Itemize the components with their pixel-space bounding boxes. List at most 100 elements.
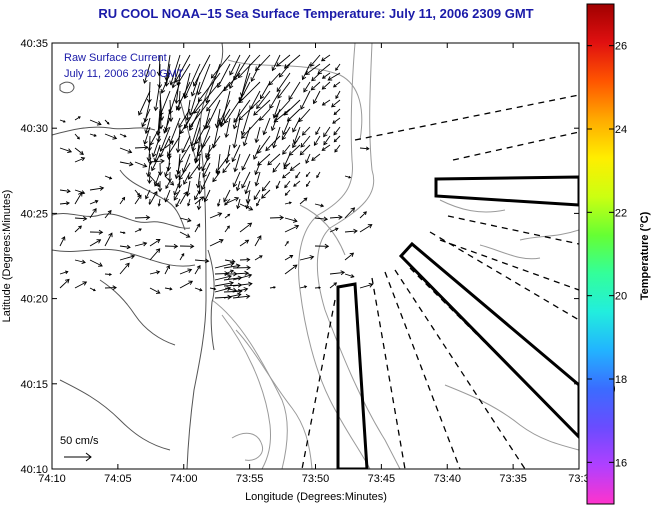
current-vector-head — [231, 157, 236, 163]
current-vector — [177, 126, 181, 153]
current-vector-head — [294, 224, 300, 230]
current-vector-head — [137, 192, 141, 197]
current-vector — [152, 135, 161, 157]
current-vector — [295, 171, 301, 179]
current-vector-head — [166, 155, 172, 160]
current-vector — [255, 126, 261, 143]
current-vector — [214, 262, 234, 269]
current-vector-head — [271, 66, 277, 72]
current-vector — [329, 271, 345, 275]
colorbar-label: Temperature (°C) — [639, 211, 651, 300]
current-vector — [194, 196, 204, 205]
current-vector-head — [157, 84, 163, 89]
current-vector — [260, 81, 271, 99]
current-vectors — [59, 54, 374, 300]
current-vector — [134, 161, 147, 167]
current-vector-head — [305, 174, 309, 178]
current-vector — [300, 90, 311, 110]
current-vector — [288, 144, 301, 156]
current-vector-head — [269, 104, 274, 109]
current-vector-head — [160, 88, 166, 94]
current-vector-head — [160, 158, 165, 164]
current-vector — [239, 72, 251, 102]
current-vector-head — [261, 186, 267, 192]
current-vector-head — [175, 203, 179, 208]
current-vector — [74, 133, 80, 140]
current-vector — [138, 90, 151, 116]
isobath-contour — [316, 43, 401, 469]
current-vector — [232, 288, 248, 293]
current-vector — [198, 198, 201, 210]
current-vector — [179, 217, 191, 222]
current-vector — [214, 287, 231, 293]
current-vector — [269, 90, 281, 109]
isobath-contour — [298, 43, 371, 469]
current-vector — [74, 217, 87, 220]
current-vector-head — [99, 185, 105, 191]
current-vector-head — [224, 133, 230, 139]
current-vector-head — [224, 202, 228, 206]
current-vector-head — [169, 80, 175, 86]
beam-box-southeast — [398, 241, 579, 440]
current-vector-head — [276, 87, 281, 93]
current-vector-head — [203, 124, 209, 130]
current-vector — [224, 225, 230, 233]
current-vector — [284, 241, 289, 247]
current-vector — [279, 63, 291, 78]
current-vector — [284, 255, 293, 261]
x-tick-label: 74:00 — [170, 473, 198, 485]
current-vector — [148, 144, 151, 162]
current-vector-head — [188, 110, 194, 116]
current-vector-head — [226, 225, 230, 229]
current-vector-head — [196, 166, 202, 171]
current-vector — [223, 189, 231, 202]
current-vector-head — [178, 175, 183, 181]
current-vector — [189, 99, 211, 128]
current-vector — [223, 72, 241, 92]
current-vector-head — [222, 168, 227, 174]
colorbar-tick-label: 26 — [615, 41, 627, 53]
current-vector-head — [304, 285, 308, 289]
current-vector-head — [217, 212, 223, 217]
current-vector-head — [335, 67, 339, 71]
current-vector-head — [92, 207, 97, 213]
current-vector — [329, 282, 337, 289]
current-vector — [259, 108, 271, 121]
current-vector-head — [320, 203, 325, 208]
current-vector-head — [166, 166, 172, 172]
current-vector — [274, 99, 291, 118]
current-vector-head — [176, 106, 182, 112]
current-vector — [191, 72, 201, 96]
x-axis: 74:10 74:05 74:00 73:55 73:50 73:45 73:40 73:35… — [38, 43, 590, 485]
current-vector-head — [305, 70, 310, 76]
current-vector-head — [227, 274, 232, 280]
current-vector-head — [81, 259, 86, 265]
current-vector-head — [145, 195, 149, 200]
current-vector — [238, 81, 261, 104]
current-vector-head — [183, 180, 188, 185]
current-vector — [267, 153, 281, 166]
current-vector-head — [143, 117, 149, 123]
x-tick-label: 73:3 — [568, 473, 589, 485]
current-vector-head — [230, 269, 234, 274]
current-vector-head — [127, 149, 133, 154]
current-vector-head — [321, 85, 326, 90]
x-tick-label: 73:50 — [302, 473, 330, 485]
current-vector-head — [272, 168, 277, 173]
current-vector-head — [98, 262, 103, 267]
current-vector — [209, 287, 216, 290]
current-vector — [182, 153, 191, 173]
current-vector-head — [126, 244, 131, 250]
current-vector — [305, 63, 321, 75]
y-tick-label: 40:10 — [20, 464, 48, 476]
current-vector-head — [246, 265, 251, 271]
current-vector — [272, 162, 281, 173]
current-vector — [89, 200, 98, 205]
current-vector-head — [123, 134, 127, 138]
current-vector — [173, 189, 181, 201]
current-vector — [89, 259, 103, 267]
current-vector-head — [67, 148, 73, 154]
current-vector-head — [144, 129, 150, 135]
current-vector — [145, 117, 151, 134]
current-vector-head — [241, 134, 246, 139]
